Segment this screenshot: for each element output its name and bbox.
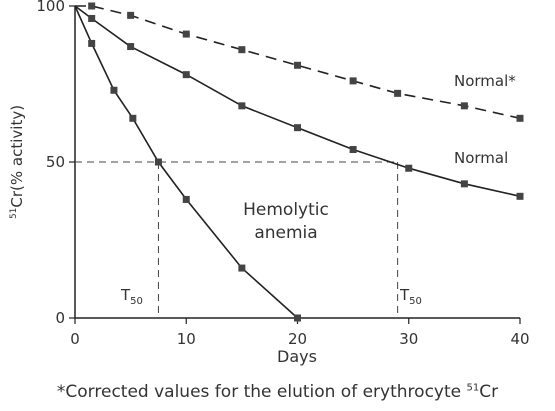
x-tick-label: 40 [510, 330, 529, 348]
data-point [88, 14, 96, 22]
data-point [294, 124, 301, 132]
data-point [238, 46, 246, 54]
y-tick-label: 50 [46, 153, 65, 171]
x-tick-label: 10 [177, 330, 196, 348]
series-line-2 [74, 5, 299, 319]
axis-ticks: 0 10 20 30 40 0 50 100 [36, 0, 529, 348]
data-point [182, 195, 190, 203]
data-point [238, 264, 246, 272]
label-normal-star: Normal* [454, 72, 516, 90]
data-point [154, 158, 162, 166]
data-point [349, 146, 357, 154]
x-tick-label: 0 [70, 330, 80, 348]
data-point [460, 102, 468, 110]
label-normal: Normal [454, 149, 508, 167]
data-point [516, 192, 524, 200]
label-t50-hemolytic: T50 [120, 286, 143, 307]
x-tick-label: 30 [399, 330, 418, 348]
series-layer [74, 2, 524, 322]
footnote-isotope: 51 [466, 382, 480, 394]
series-line-0 [75, 5, 521, 120]
data-point [182, 71, 190, 79]
data-point [238, 102, 246, 110]
data-point [127, 43, 135, 51]
data-point [182, 30, 190, 38]
y-axis-label-text: Cr(% activity) [8, 105, 26, 208]
y-tick-label: 100 [36, 0, 65, 15]
label-hemolytic-line1: Hemolytic [243, 200, 329, 220]
data-point [349, 77, 357, 85]
data-point [516, 114, 524, 122]
label-t50-normal: T50 [399, 286, 422, 307]
x-tick-label: 20 [288, 330, 307, 348]
data-point [127, 11, 135, 19]
reference-lines [75, 161, 399, 318]
data-point [394, 89, 402, 97]
label-hemolytic-line2: anemia [254, 223, 317, 243]
x-axis-label: Days [277, 347, 317, 366]
data-point [88, 39, 96, 47]
data-point [405, 164, 413, 172]
data-point [88, 2, 96, 10]
footnote-suffix: Cr [479, 382, 499, 402]
data-point [129, 114, 137, 122]
data-point [110, 86, 118, 94]
y-tick-label: 0 [55, 309, 65, 327]
footnote: *Corrected values for the elution of ery… [0, 382, 555, 402]
y-axis-label: 51Cr(% activity) [8, 105, 26, 219]
footnote-prefix: *Corrected values for the elution of ery… [56, 382, 467, 402]
series-line-1 [74, 5, 521, 198]
data-point [294, 61, 301, 69]
data-point [460, 180, 468, 188]
y-axis-label-isotope: 51 [9, 208, 19, 219]
data-point [294, 314, 301, 322]
chart: 0 10 20 30 40 0 50 100 Normal* Normal Hemolytic an… [8, 0, 530, 366]
annotation-labels: Normal* Normal Hemolytic anemia T50 T50 [120, 72, 516, 307]
